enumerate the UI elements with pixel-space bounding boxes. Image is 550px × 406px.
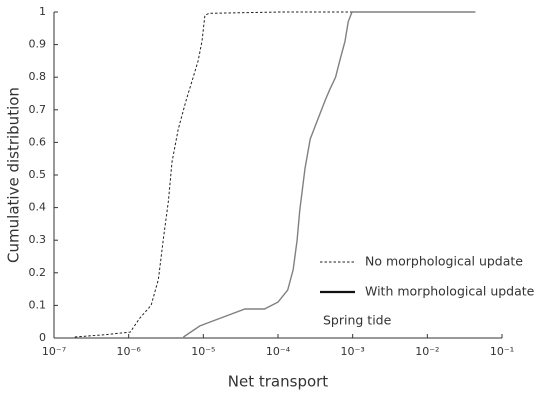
y-tick-label: 0.1 bbox=[29, 298, 47, 311]
y-tick-label: 0.2 bbox=[29, 266, 47, 279]
y-tick-label: 1 bbox=[39, 5, 46, 18]
y-tick-label: 0.3 bbox=[29, 233, 47, 246]
y-axis-label: Cumulative distribution bbox=[5, 87, 23, 263]
x-tick-label: 10⁻⁴ bbox=[266, 345, 291, 358]
y-tick-label: 0.5 bbox=[29, 168, 47, 181]
x-tick-label: 10⁻⁵ bbox=[191, 345, 215, 358]
x-tick-label: 10⁻³ bbox=[341, 345, 365, 358]
y-tick-label: 0.4 bbox=[29, 201, 47, 214]
legend-label: No morphological update bbox=[365, 254, 523, 269]
y-tick-label: 0.8 bbox=[29, 70, 47, 83]
y-tick-label: 0 bbox=[39, 331, 46, 344]
x-tick-label: 10⁻¹ bbox=[490, 345, 514, 358]
x-tick-label: 10⁻² bbox=[415, 345, 439, 358]
x-axis-label: Net transport bbox=[228, 373, 329, 391]
line bbox=[74, 11, 445, 338]
y-tick-label: 0.9 bbox=[29, 38, 47, 51]
legend-label: With morphological update bbox=[365, 284, 535, 299]
x-tick-label: 10⁻⁶ bbox=[117, 345, 142, 358]
y-tick-label: 0.7 bbox=[29, 103, 47, 116]
annotation: Spring tide bbox=[323, 313, 392, 328]
y-tick-label: 0.6 bbox=[29, 135, 47, 148]
x-tick-label: 10⁻⁷ bbox=[42, 345, 66, 358]
line bbox=[183, 11, 476, 338]
